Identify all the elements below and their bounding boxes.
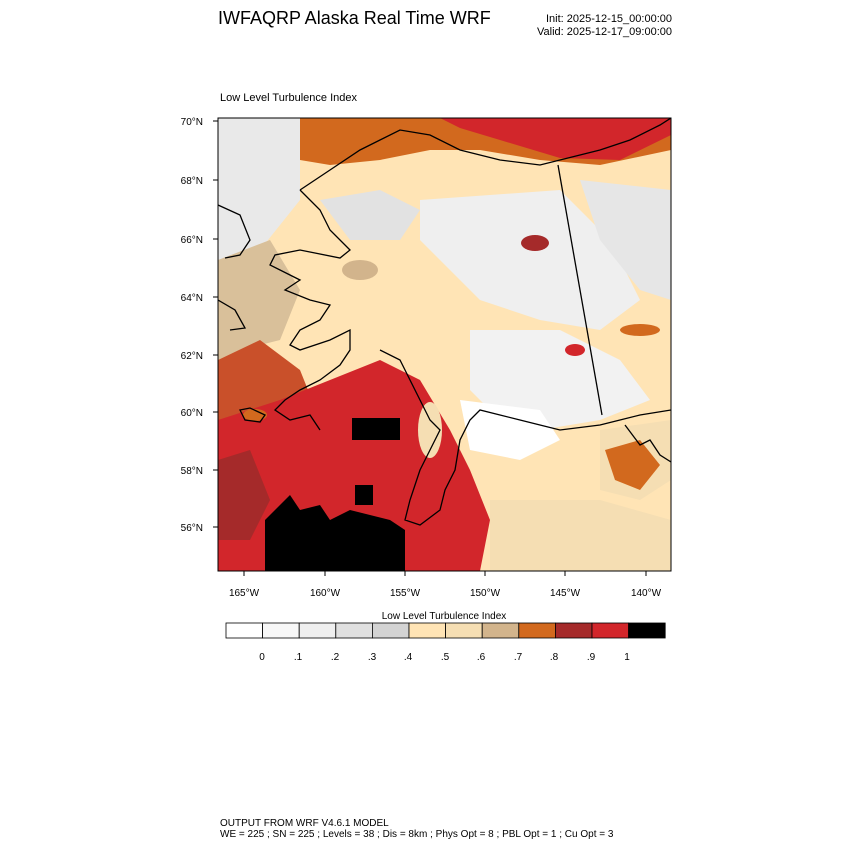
colorbar-labels: 0 .1 .2 .3 .4 .5 .6 .7 .8 .9 1 xyxy=(259,652,630,663)
colorbar-label: .7 xyxy=(514,652,523,663)
lat-label: 60°N xyxy=(181,408,203,419)
colorbar-swatch xyxy=(225,622,263,639)
coastlines xyxy=(218,118,671,526)
colorbar-swatch xyxy=(555,622,593,639)
colorbar-label: .3 xyxy=(368,652,377,663)
lon-label: 140°W xyxy=(631,588,662,599)
colorbar-swatch xyxy=(408,622,446,639)
colorbar-swatch xyxy=(371,622,410,639)
colorbar-swatch xyxy=(335,622,373,639)
lon-label: 150°W xyxy=(470,588,501,599)
colorbar xyxy=(225,622,666,639)
lon-ticks xyxy=(243,571,647,576)
colorbar-label: .4 xyxy=(404,652,413,663)
colorbar-label: .9 xyxy=(587,652,596,663)
colorbar-label: .6 xyxy=(477,652,486,663)
lat-label: 64°N xyxy=(181,293,203,304)
colorbar-swatch xyxy=(481,622,520,639)
lat-label: 68°N xyxy=(181,176,203,187)
plot-title: Low Level Turbulence Index xyxy=(220,92,357,104)
colorbar-label: 0 xyxy=(259,652,265,663)
lat-ticks xyxy=(213,120,218,528)
lat-label: 58°N xyxy=(181,466,203,477)
colorbar-title: Low Level Turbulence Index xyxy=(382,611,507,622)
main-title: IWFAQRP Alaska Real Time WRF xyxy=(218,8,491,28)
lat-label: 70°N xyxy=(181,117,203,128)
map-frame xyxy=(217,117,672,572)
colorbar-label: .2 xyxy=(331,652,340,663)
valid-time: Valid: 2025-12-17_09:00:00 xyxy=(537,26,672,38)
colorbar-label: 1 xyxy=(624,652,630,663)
lon-labels: 165°W 160°W 155°W 150°W 145°W 140°W xyxy=(229,588,662,599)
colorbar-label: .5 xyxy=(441,652,450,663)
lon-label: 145°W xyxy=(550,588,581,599)
colorbar-swatch xyxy=(298,622,337,639)
footer-model-line: OUTPUT FROM WRF V4.6.1 MODEL xyxy=(220,818,389,829)
colorbar-label: .1 xyxy=(294,652,303,663)
lon-label: 155°W xyxy=(390,588,421,599)
colorbar-swatch xyxy=(445,622,483,639)
colorbar-swatch xyxy=(518,622,556,639)
lat-label: 62°N xyxy=(181,351,203,362)
lat-label: 56°N xyxy=(181,523,203,534)
colorbar-label: .8 xyxy=(550,652,559,663)
colorbar-swatch xyxy=(628,622,666,639)
lon-label: 165°W xyxy=(229,588,260,599)
colorbar-swatch xyxy=(591,622,629,639)
lat-label: 66°N xyxy=(181,235,203,246)
turbulence-field xyxy=(218,118,671,571)
colorbar-swatch xyxy=(262,622,300,639)
init-time: Init: 2025-12-15_00:00:00 xyxy=(546,13,672,25)
lon-label: 160°W xyxy=(310,588,341,599)
lat-labels: 70°N 68°N 66°N 64°N 62°N 60°N 58°N 56°N xyxy=(181,117,203,534)
footer-options-line: WE = 225 ; SN = 225 ; Levels = 38 ; Dis … xyxy=(220,829,614,840)
